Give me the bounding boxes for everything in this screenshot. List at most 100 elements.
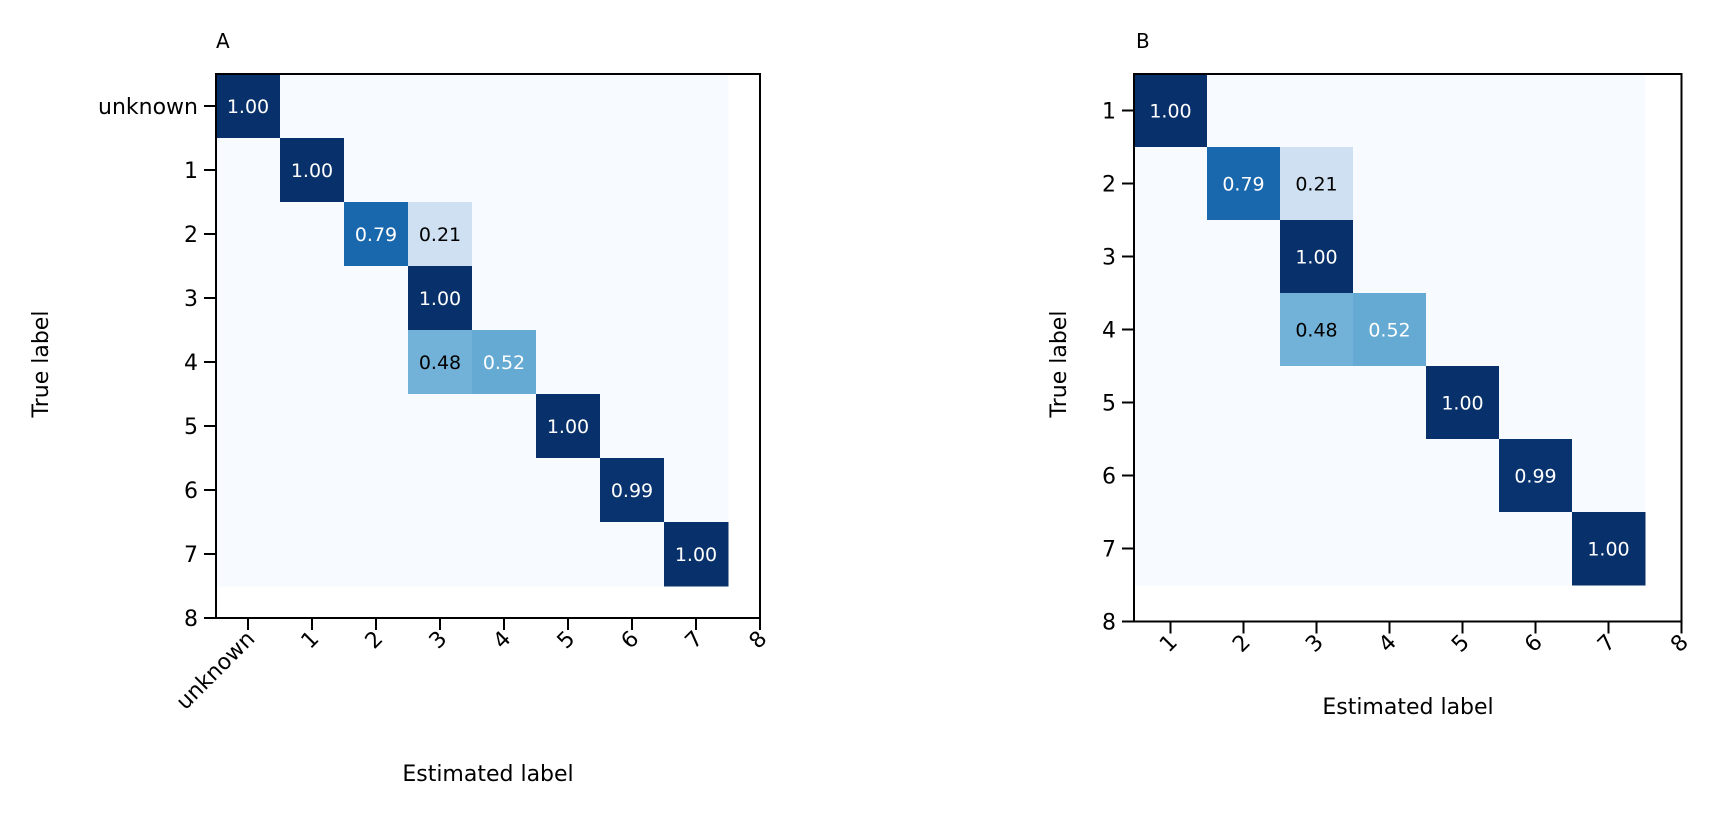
panel-b-letter: B — [1136, 29, 1150, 53]
y-tick-label: 6 — [1102, 465, 1116, 490]
heatmap-cell — [1280, 293, 1354, 367]
heatmap-cell-empty — [1572, 293, 1646, 367]
heatmap-cell-empty — [344, 458, 409, 523]
heatmap-cell-empty — [1353, 220, 1427, 294]
panel-a-x-axis-label: Estimated label — [402, 762, 573, 787]
heatmap-cell — [1353, 293, 1427, 367]
heatmap-cell-empty — [408, 394, 473, 459]
cell-value-label: 1.00 — [675, 544, 717, 566]
heatmap-cell-empty — [1207, 366, 1281, 440]
heatmap-cell-empty — [664, 266, 729, 331]
heatmap-cell — [1280, 147, 1354, 221]
cell-value-label: 0.52 — [1368, 320, 1410, 342]
heatmap-cell-empty — [600, 394, 665, 459]
heatmap-cell-empty — [1426, 74, 1500, 148]
heatmap-cell-empty — [216, 394, 281, 459]
heatmap-cell-empty — [280, 394, 345, 459]
heatmap-cell-empty — [536, 522, 601, 587]
heatmap-cell-empty — [216, 138, 281, 203]
heatmap-cell — [280, 138, 345, 203]
heatmap-cell — [600, 458, 665, 523]
heatmap-cell-empty — [1499, 293, 1573, 367]
heatmap-cell-empty — [1207, 74, 1281, 148]
heatmap-cell-empty — [600, 330, 665, 395]
cell-value-label: 1.00 — [547, 416, 589, 438]
heatmap-cell-empty — [1426, 439, 1500, 513]
heatmap-cell-empty — [664, 74, 729, 139]
heatmap-cell-empty — [472, 202, 537, 267]
heatmap-cell-empty — [472, 458, 537, 523]
y-tick-label: 8 — [1102, 611, 1116, 636]
heatmap-cell-empty — [408, 458, 473, 523]
y-tick-label: 7 — [1102, 538, 1116, 563]
heatmap-cell-empty — [536, 74, 601, 139]
heatmap-cell-empty — [664, 458, 729, 523]
heatmap-cell-empty — [1134, 366, 1208, 440]
panel-a-annotations: 1.00 1.00 0.79 0.21 1.00 0.48 0.52 1.00 0.99 1.00 — [227, 96, 717, 566]
cell-value-label: 0.79 — [355, 224, 397, 246]
cell-value-label: 1.00 — [419, 288, 461, 310]
heatmap-cell-empty — [1499, 366, 1573, 440]
panel-a-frame — [215, 73, 761, 619]
y-tick-label: 3 — [1102, 246, 1116, 271]
heatmap-cell-empty — [408, 522, 473, 587]
cell-value-label: 0.99 — [611, 480, 653, 502]
heatmap-cell-empty — [1280, 439, 1354, 513]
heatmap-cell-empty — [1134, 512, 1208, 586]
heatmap-cell-empty — [280, 458, 345, 523]
panel-a-cells — [216, 74, 729, 587]
heatmap-cell — [408, 266, 473, 331]
heatmap-cell-empty — [1499, 74, 1573, 148]
heatmap-cell-empty — [536, 330, 601, 395]
heatmap-cell-empty — [1426, 147, 1500, 221]
heatmap-cell-empty — [1353, 366, 1427, 440]
heatmap-cell-empty — [344, 330, 409, 395]
panel-b: B 1.00 0.79 0.21 1.00 0.48 0.52 1.00 0.99 1.00 1… — [1047, 29, 1694, 720]
heatmap-cell-empty — [216, 330, 281, 395]
heatmap-cell-empty — [600, 138, 665, 203]
cell-value-label: 1.00 — [1587, 539, 1629, 561]
panel-a: A 1.001.000.79 0.211.000.48 0.521.000.991.… — [29, 29, 772, 787]
panel-b-cells — [1134, 74, 1646, 586]
cell-value-label: 1.00 — [291, 160, 333, 182]
cell-value-label: 0.79 — [1222, 174, 1264, 196]
y-tick-label: 5 — [184, 415, 198, 440]
heatmap-cell-empty — [216, 266, 281, 331]
heatmap-cell-empty — [1353, 147, 1427, 221]
heatmap-cell-empty — [1572, 220, 1646, 294]
heatmap-cell-empty — [1207, 220, 1281, 294]
y-tick-label: 8 — [184, 607, 198, 632]
heatmap-cell-empty — [408, 138, 473, 203]
heatmap-cell-empty — [1134, 293, 1208, 367]
heatmap-cell — [344, 202, 409, 267]
heatmap-cell-empty — [1207, 512, 1281, 586]
heatmap-cell-empty — [344, 522, 409, 587]
heatmap-cell-empty — [1426, 293, 1500, 367]
heatmap-cell-empty — [536, 202, 601, 267]
heatmap-cell — [216, 74, 281, 139]
heatmap-cell-empty — [600, 202, 665, 267]
y-tick-label: 2 — [184, 223, 198, 248]
heatmap-cell-empty — [600, 74, 665, 139]
heatmap-cell-empty — [1280, 512, 1354, 586]
y-tick-label: 4 — [184, 351, 198, 376]
y-tick-label: 1 — [1102, 100, 1116, 125]
heatmap-cell-empty — [1572, 366, 1646, 440]
heatmap-cell-empty — [344, 266, 409, 331]
heatmap-cell-empty — [600, 522, 665, 587]
heatmap-cell-empty — [1499, 147, 1573, 221]
heatmap-cell-empty — [664, 330, 729, 395]
heatmap-cell-empty — [472, 138, 537, 203]
panel-a-y-ticks: unknown 1 2 3 4 5 6 7 8 — [98, 95, 216, 632]
heatmap-cell-empty — [664, 138, 729, 203]
y-tick-label: 3 — [184, 287, 198, 312]
heatmap-cell-empty — [1280, 366, 1354, 440]
y-tick-label: 2 — [1102, 173, 1116, 198]
panel-b-annotations: 1.00 0.79 0.21 1.00 0.48 0.52 1.00 0.99 1.00 — [1149, 101, 1629, 561]
heatmap-cell-empty — [408, 74, 473, 139]
heatmap-cell — [664, 522, 729, 587]
cell-value-label: 1.00 — [1149, 101, 1191, 123]
y-tick-label: 6 — [184, 479, 198, 504]
cell-value-label: 1.00 — [227, 96, 269, 118]
cell-value-label: 0.48 — [1295, 320, 1337, 342]
